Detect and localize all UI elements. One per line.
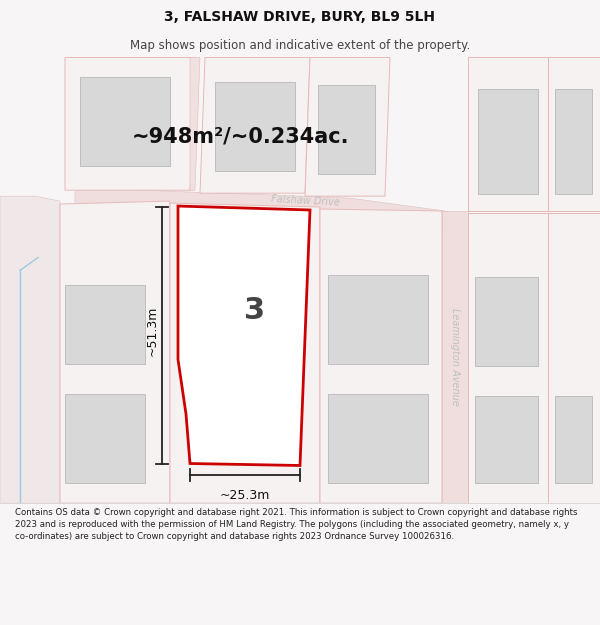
Text: ~25.3m: ~25.3m <box>220 489 270 502</box>
Polygon shape <box>170 203 320 503</box>
Polygon shape <box>328 276 428 364</box>
Polygon shape <box>475 278 538 366</box>
Polygon shape <box>178 206 310 466</box>
Polygon shape <box>0 196 60 503</box>
Polygon shape <box>80 78 170 166</box>
Polygon shape <box>475 396 538 483</box>
Polygon shape <box>555 89 592 194</box>
Text: ~948m²/~0.234ac.: ~948m²/~0.234ac. <box>131 127 349 147</box>
Polygon shape <box>328 394 428 483</box>
Text: Contains OS data © Crown copyright and database right 2021. This information is : Contains OS data © Crown copyright and d… <box>15 508 577 541</box>
Polygon shape <box>548 58 600 211</box>
Polygon shape <box>65 394 145 483</box>
Polygon shape <box>0 58 600 503</box>
Polygon shape <box>318 85 375 174</box>
Text: Map shows position and indicative extent of the property.: Map shows position and indicative extent… <box>130 39 470 52</box>
Polygon shape <box>478 89 538 194</box>
Text: 3, FALSHAW DRIVE, BURY, BL9 5LH: 3, FALSHAW DRIVE, BURY, BL9 5LH <box>164 10 436 24</box>
Text: 3: 3 <box>244 296 266 324</box>
Polygon shape <box>305 58 390 196</box>
Polygon shape <box>65 58 195 190</box>
Polygon shape <box>75 186 500 246</box>
Polygon shape <box>468 58 548 211</box>
Polygon shape <box>442 211 468 503</box>
Polygon shape <box>548 213 600 503</box>
Polygon shape <box>320 209 442 503</box>
Text: ~51.3m: ~51.3m <box>146 305 158 356</box>
Polygon shape <box>65 285 145 364</box>
Polygon shape <box>200 58 310 193</box>
Polygon shape <box>468 213 548 503</box>
Polygon shape <box>215 82 295 171</box>
Polygon shape <box>60 201 170 503</box>
Polygon shape <box>190 58 200 190</box>
Polygon shape <box>555 396 592 483</box>
Text: Leamington Avenue: Leamington Avenue <box>450 308 460 406</box>
Text: Falshaw Drive: Falshaw Drive <box>271 194 340 208</box>
Polygon shape <box>200 261 285 349</box>
